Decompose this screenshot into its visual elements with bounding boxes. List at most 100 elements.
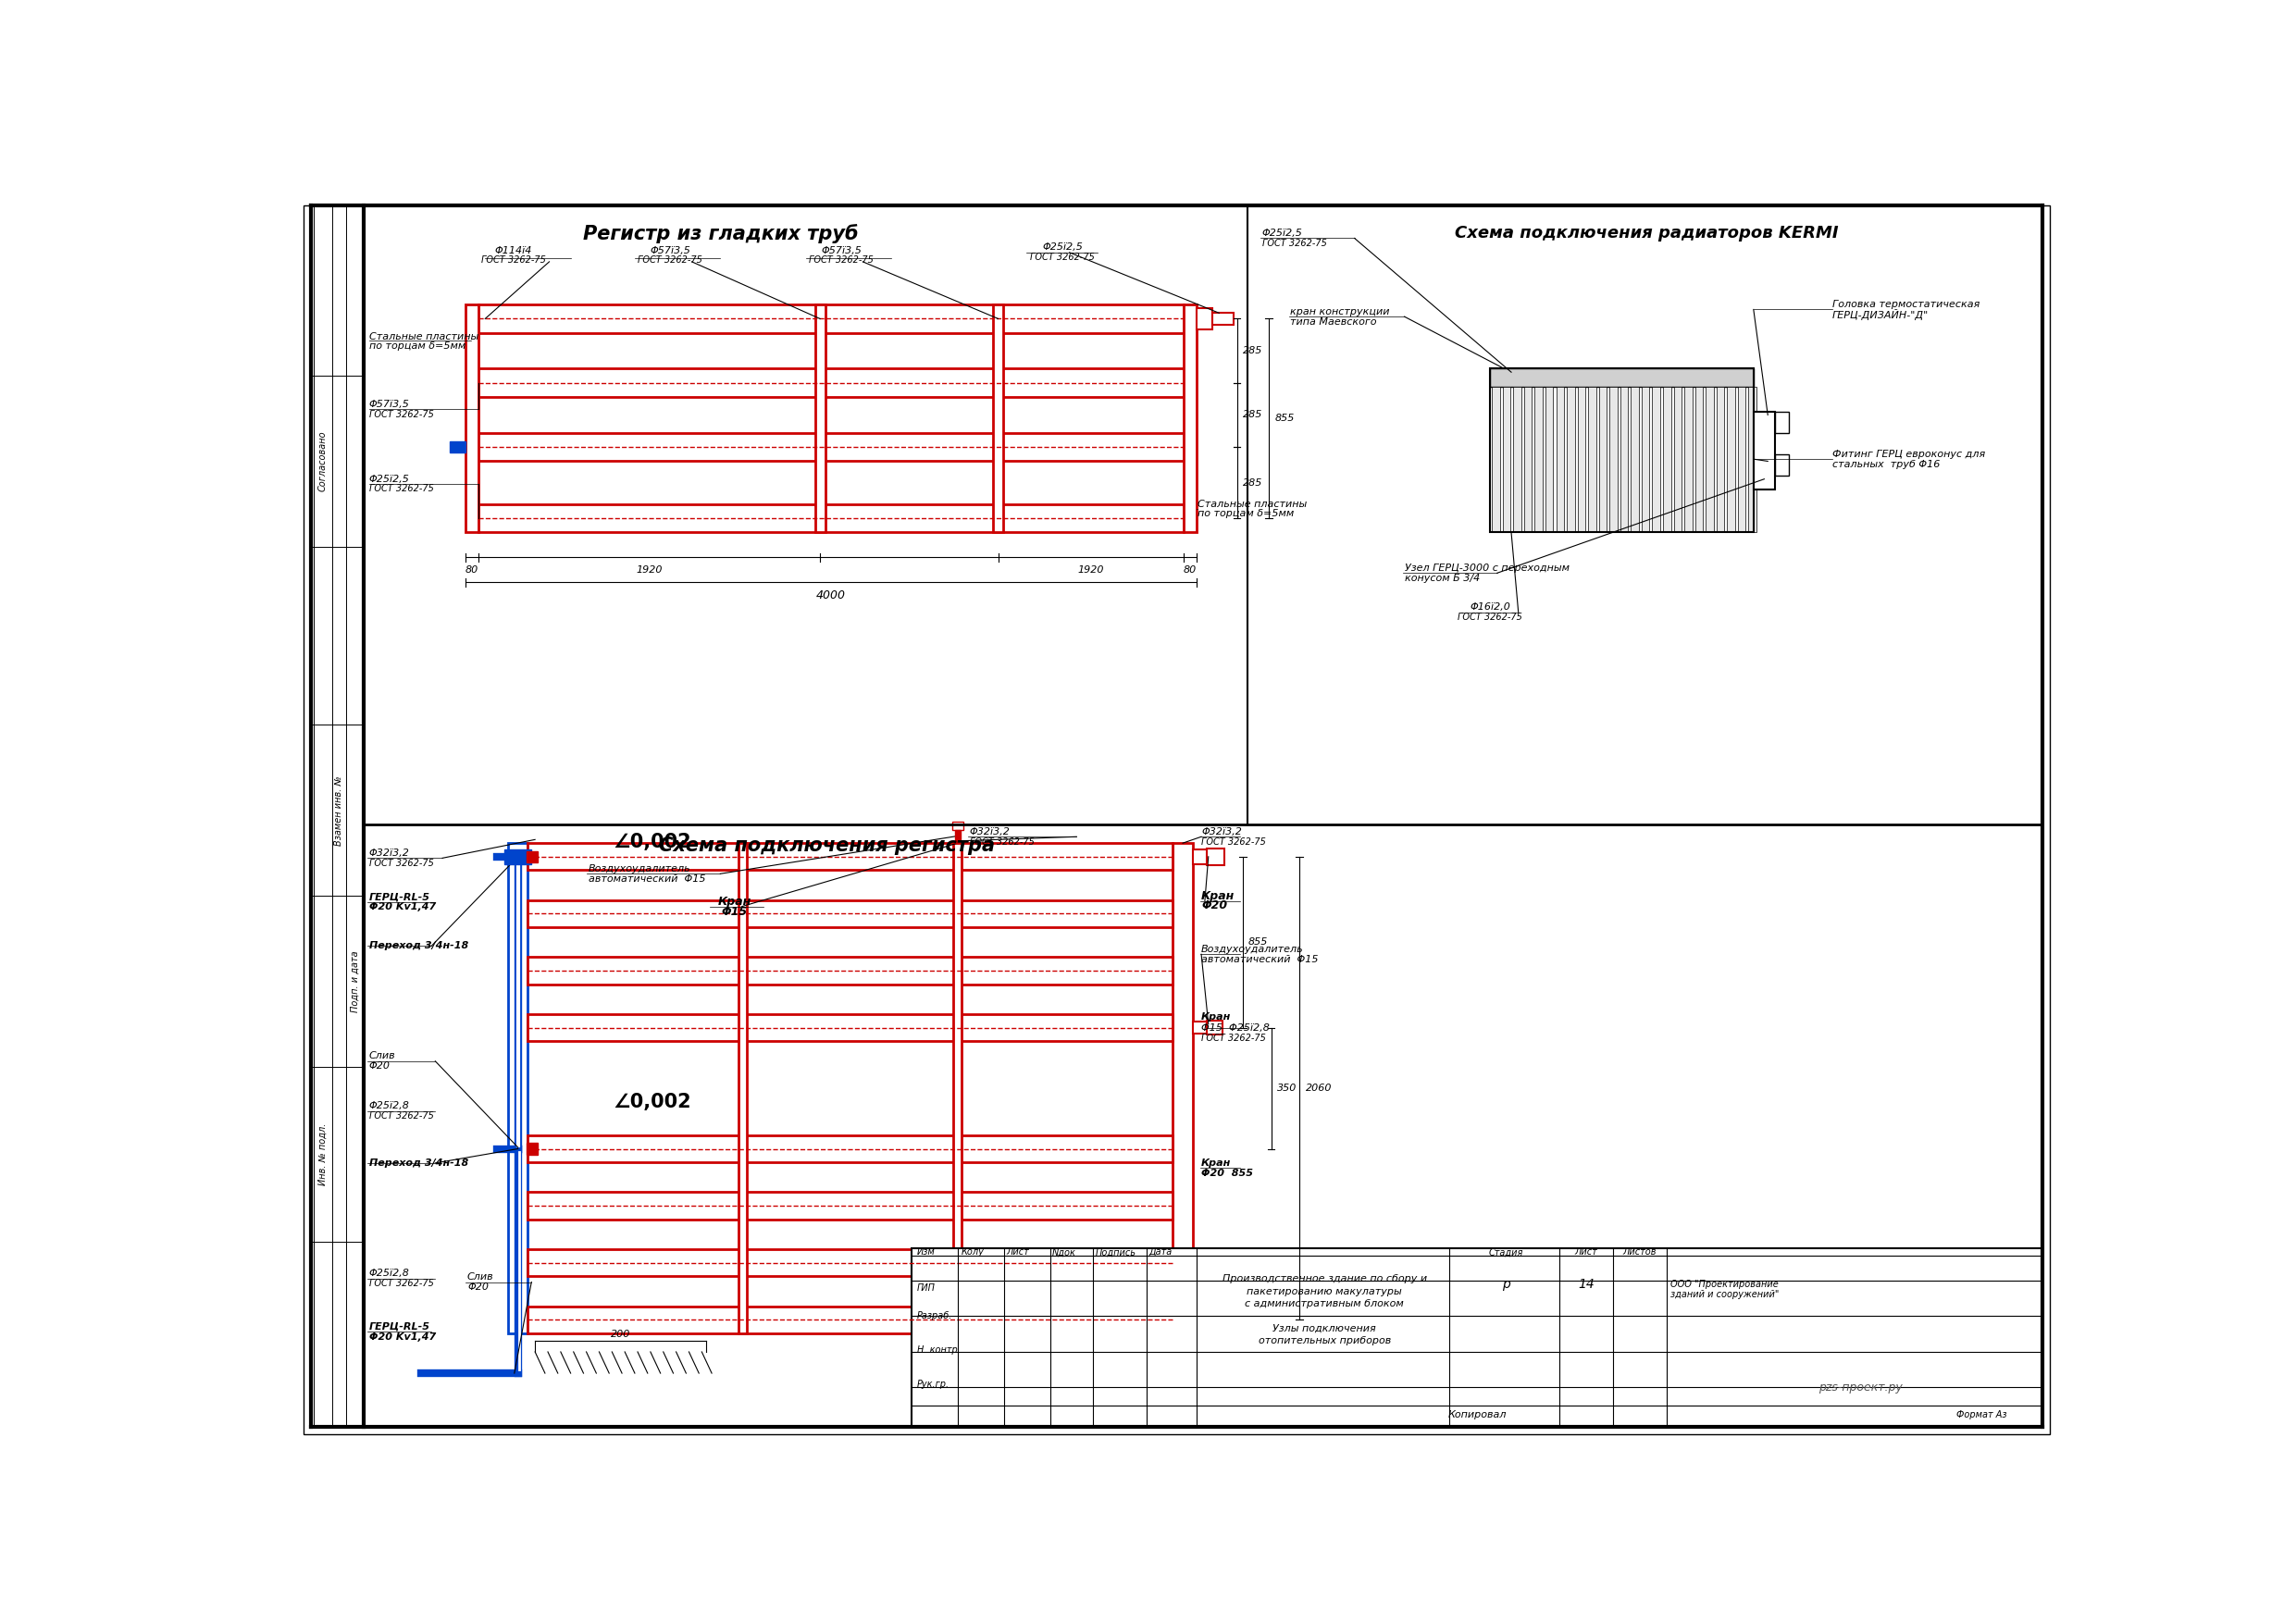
Text: ГОСТ 3262-75: ГОСТ 3262-75 [638, 256, 703, 265]
Text: ГОСТ 3262-75: ГОСТ 3262-75 [808, 256, 875, 265]
Text: Согласовано: Согласовано [319, 430, 328, 492]
Text: ГОСТ 3262-75: ГОСТ 3262-75 [1201, 837, 1265, 846]
Text: Разраб.: Разраб. [916, 1311, 953, 1321]
Text: отопительных приборов: отопительных приборов [1258, 1336, 1391, 1345]
Text: Воздухоудалитель: Воздухоудалитель [588, 863, 691, 873]
Text: Взамен инв. №: Взамен инв. № [335, 776, 344, 846]
Text: Φ25ї2,5: Φ25ї2,5 [1263, 229, 1302, 239]
Bar [526, 850, 537, 862]
Bar [1738, 386, 1745, 532]
Bar [1727, 386, 1736, 532]
Text: ГОСТ 3262-75: ГОСТ 3262-75 [370, 1279, 434, 1289]
Bar [994, 305, 1003, 532]
Bar [1775, 411, 1789, 433]
Text: Φ20 Kv1,47: Φ20 Kv1,47 [370, 1332, 436, 1342]
Bar [1192, 849, 1208, 863]
Text: 855: 855 [1274, 414, 1295, 424]
Text: Изм: Изм [916, 1248, 934, 1256]
Text: 285: 285 [1242, 346, 1263, 355]
Bar [466, 305, 478, 532]
Text: Подпись: Подпись [1095, 1248, 1137, 1256]
Text: 80: 80 [466, 566, 478, 575]
Text: Φ25ї2,5: Φ25ї2,5 [1042, 243, 1084, 252]
Text: автоматический  Φ15: автоматический Φ15 [1201, 954, 1318, 964]
Text: Схема подключения радиаторов KERMI: Схема подключения радиаторов KERMI [1456, 226, 1839, 242]
Bar [450, 441, 466, 453]
Text: Φ15  Φ25ї2,8: Φ15 Φ25ї2,8 [1201, 1022, 1270, 1032]
Bar [1173, 842, 1192, 1334]
Text: Головка термостатическая: Головка термостатическая [1832, 300, 1979, 308]
Bar [1192, 1022, 1208, 1034]
Text: Кран: Кран [1201, 889, 1235, 902]
Text: Φ25ї2,8: Φ25ї2,8 [370, 1269, 409, 1277]
Text: по торцам δ=5мм: по торцам δ=5мм [1199, 510, 1295, 519]
Text: Φ114ї4: Φ114ї4 [496, 247, 533, 256]
Bar [528, 958, 1173, 984]
Bar [1662, 386, 1671, 532]
Text: Φ25ї2,8: Φ25ї2,8 [370, 1102, 409, 1110]
Text: 285: 285 [1242, 411, 1263, 420]
Bar [478, 368, 1182, 398]
Bar [1525, 386, 1531, 532]
Bar [1513, 386, 1522, 532]
Text: 855: 855 [1249, 938, 1267, 946]
Bar [955, 831, 960, 842]
Bar [1557, 386, 1564, 532]
Bar [526, 1143, 537, 1154]
Text: Φ57ї3,5: Φ57ї3,5 [650, 247, 691, 256]
Bar [1545, 386, 1554, 532]
Text: Φ20: Φ20 [468, 1282, 489, 1292]
Text: Φ32ї3,2: Φ32ї3,2 [370, 849, 409, 857]
Text: ГЕРЦ-ДИЗАЙН-"Д": ГЕРЦ-ДИЗАЙН-"Д" [1832, 308, 1929, 320]
Bar [953, 842, 962, 1334]
Text: Воздухоудалитель: Воздухоудалитель [1201, 945, 1304, 954]
Text: Слив: Слив [370, 1052, 395, 1061]
Bar [953, 821, 964, 831]
Bar [1621, 386, 1628, 532]
Text: ГОСТ 3262-75: ГОСТ 3262-75 [969, 837, 1035, 846]
Text: Рук.гр.: Рук.гр. [916, 1380, 951, 1389]
Text: 200: 200 [611, 1329, 631, 1339]
Bar [1754, 411, 1775, 490]
Bar [528, 1250, 1173, 1276]
Text: 2060: 2060 [1306, 1084, 1332, 1092]
Text: ГОСТ 3262-75: ГОСТ 3262-75 [482, 256, 546, 265]
Text: Копировал: Копировал [1449, 1410, 1506, 1420]
Bar [1598, 386, 1607, 532]
Text: ГОСТ 3262-75: ГОСТ 3262-75 [370, 484, 434, 493]
Text: ГЕРЦ-RL-5: ГЕРЦ-RL-5 [370, 893, 429, 902]
Bar [478, 433, 1182, 461]
Bar [1694, 386, 1704, 532]
Text: конусом Б 3/4: конусом Б 3/4 [1405, 573, 1479, 583]
Text: Φ16ї2,0: Φ16ї2,0 [1469, 602, 1511, 612]
Text: Φ15: Φ15 [721, 906, 748, 917]
Bar [528, 1193, 1173, 1219]
Text: Кран: Кран [1201, 1013, 1231, 1021]
Text: с административным блоком: с административным блоком [1244, 1300, 1405, 1308]
Bar [1490, 368, 1754, 386]
Text: ∠0,002: ∠0,002 [613, 1094, 691, 1112]
Bar [1642, 386, 1649, 532]
Text: Производственное здание по сбору и: Производственное здание по сбору и [1221, 1274, 1426, 1284]
Bar [528, 901, 1173, 927]
Text: Кран: Кран [719, 896, 751, 907]
Text: 14: 14 [1577, 1277, 1593, 1290]
Bar [737, 842, 746, 1334]
Text: типа Маевского: типа Маевского [1290, 316, 1378, 326]
Text: ГОСТ 3262-75: ГОСТ 3262-75 [1263, 239, 1327, 248]
Text: Φ20  855: Φ20 855 [1201, 1169, 1254, 1178]
Bar [1212, 313, 1233, 325]
Bar [1630, 386, 1639, 532]
Text: Схема подключения регистра: Схема подключения регистра [659, 837, 994, 855]
Text: кран конструкции: кран конструкции [1290, 307, 1389, 316]
Bar [1750, 386, 1756, 532]
Text: ГОСТ 3262-75: ГОСТ 3262-75 [1458, 612, 1522, 622]
Text: Колу: Колу [962, 1248, 985, 1256]
Text: 1920: 1920 [636, 566, 661, 575]
Text: Стальные пластины: Стальные пластины [1199, 500, 1306, 508]
Bar [1653, 386, 1660, 532]
Text: пакетированию макулатуры: пакетированию макулатуры [1247, 1287, 1403, 1295]
Text: ГОСТ 3262-75: ГОСТ 3262-75 [370, 1112, 434, 1120]
Text: Узел ГЕРЦ-3000 с переходным: Узел ГЕРЦ-3000 с переходным [1405, 563, 1568, 573]
Bar [1589, 386, 1596, 532]
